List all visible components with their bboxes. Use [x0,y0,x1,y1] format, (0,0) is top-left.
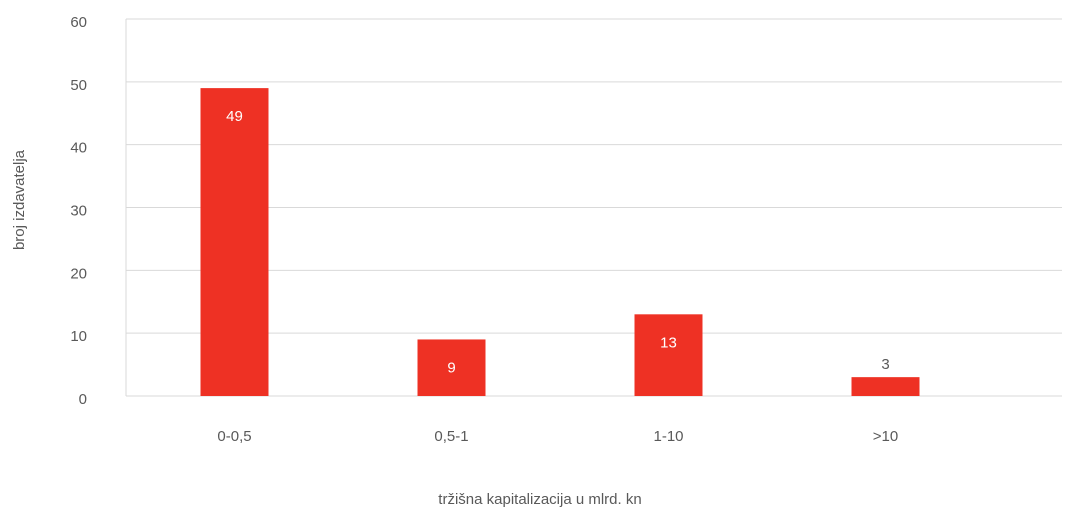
y-tick-label: 0 [79,391,87,408]
x-tick-label: 0-0,5 [217,428,251,445]
y-tick-label: 10 [70,328,87,345]
y-tick-label: 20 [70,265,87,282]
data-label: 3 [881,356,889,373]
x-tick-label: 0,5-1 [434,428,468,445]
y-tick-label: 60 [70,14,87,31]
bar [200,88,269,396]
x-tick-label: >10 [873,428,898,445]
x-axis-label: tržišna kapitalizacija u mlrd. kn [438,491,641,508]
data-label: 49 [226,108,243,125]
x-tick-label: 1-10 [653,428,683,445]
y-axis-label: broj izdavatelja [11,149,28,250]
data-label: 9 [447,359,455,376]
y-tick-label: 30 [70,202,87,219]
y-tick-label: 40 [70,140,87,157]
bar [634,314,703,396]
data-label: 13 [660,334,677,351]
y-tick-label: 50 [70,77,87,94]
bar [417,339,486,396]
bar [851,377,920,396]
